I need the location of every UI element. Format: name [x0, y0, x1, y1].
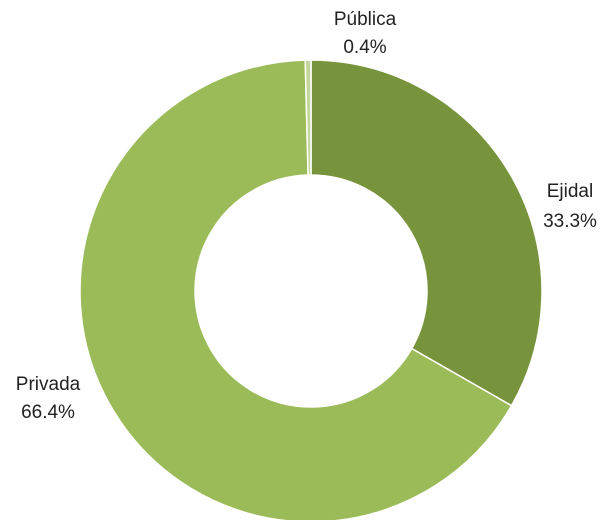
slice-value-label: 33.3% — [543, 211, 597, 232]
slice-label: Ejidal — [547, 181, 593, 202]
slice-label: Pública — [334, 9, 397, 30]
donut-slice — [304, 59, 312, 176]
slice-label: Privada — [16, 374, 81, 395]
slice-value-label: 0.4% — [343, 37, 386, 58]
donut-slice — [310, 59, 543, 407]
slice-value-label: 66.4% — [21, 402, 75, 423]
